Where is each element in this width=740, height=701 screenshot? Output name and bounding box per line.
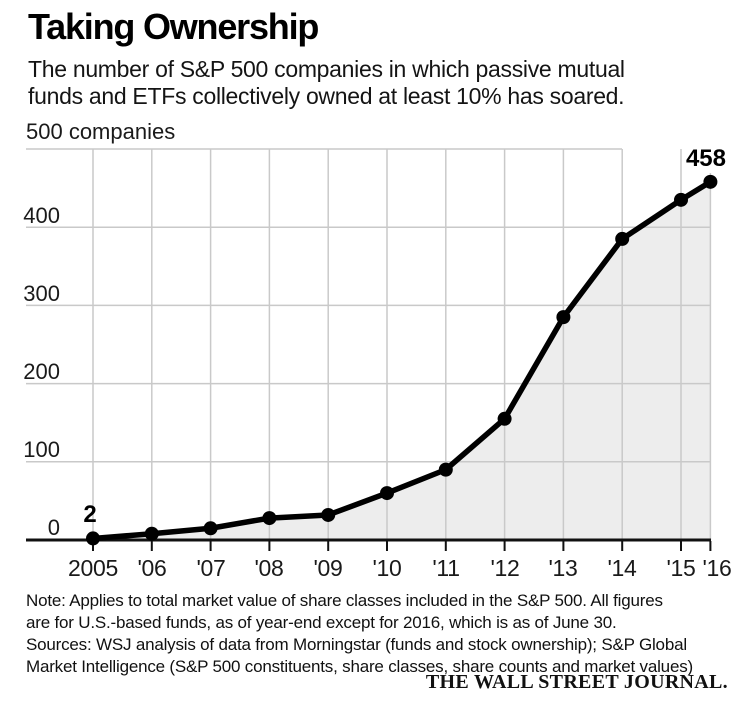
chart-subtitle: The number of S&P 500 companies in which…: [28, 56, 625, 109]
y-axis-label: 300: [23, 281, 60, 306]
data-point: [262, 511, 277, 526]
x-axis-label: '08: [254, 555, 284, 581]
x-axis-label: '10: [372, 555, 402, 581]
data-point: [321, 507, 336, 522]
y-axis-label: 100: [23, 437, 60, 462]
chart-note: Note: Applies to total market value of s…: [26, 591, 663, 632]
data-point: [144, 526, 159, 541]
y-axis-label: 400: [23, 203, 60, 228]
page-title: Taking Ownership: [28, 6, 319, 47]
data-point: [380, 486, 394, 501]
first-point-annotation: 2: [83, 501, 97, 528]
data-point: [615, 231, 630, 246]
data-point: [674, 192, 688, 207]
x-axis-label: '14: [607, 555, 637, 581]
last-point-annotation: 458: [682, 145, 729, 173]
x-axis-label: '15: [666, 555, 696, 581]
data-point: [556, 310, 571, 325]
series-line: [90, 179, 714, 542]
x-axis-label: '07: [196, 555, 226, 581]
data-point: [703, 174, 718, 189]
x-axis-label: '12: [490, 555, 520, 581]
data-point: [86, 531, 100, 546]
area-fill: [93, 181, 711, 540]
x-axis-label: 2005: [68, 555, 118, 581]
chart-sources: Sources: WSJ analysis of data from Morni…: [26, 635, 693, 676]
data-point: [203, 521, 218, 536]
x-axis-label: '11: [432, 555, 460, 581]
y-axis-label: 0: [47, 515, 60, 540]
data-point: [497, 411, 512, 426]
y-axis-unit-label: 500 companies: [26, 119, 176, 144]
x-axis-label: '09: [313, 555, 343, 581]
x-axis-label: '06: [137, 555, 167, 581]
y-axis-label: 200: [23, 359, 60, 384]
x-axis-label: '13: [548, 555, 578, 581]
data-point: [438, 462, 453, 477]
wsj-brand: THE WALL STREET JOURNAL.: [425, 671, 728, 693]
x-axis-label: '16: [702, 555, 732, 581]
